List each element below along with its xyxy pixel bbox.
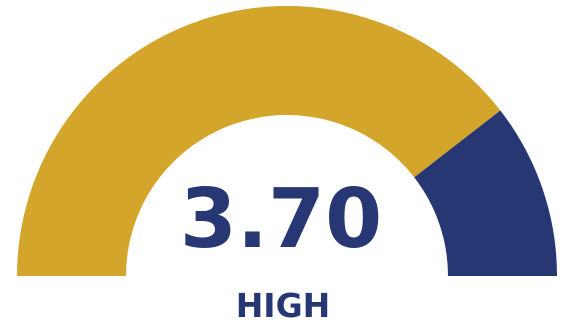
gauge-filled-arc — [17, 6, 501, 276]
gauge-category-label: HIGH — [236, 286, 331, 324]
gauge-remaining-arc — [414, 110, 557, 277]
gauge-value: 3.70 — [180, 172, 382, 267]
